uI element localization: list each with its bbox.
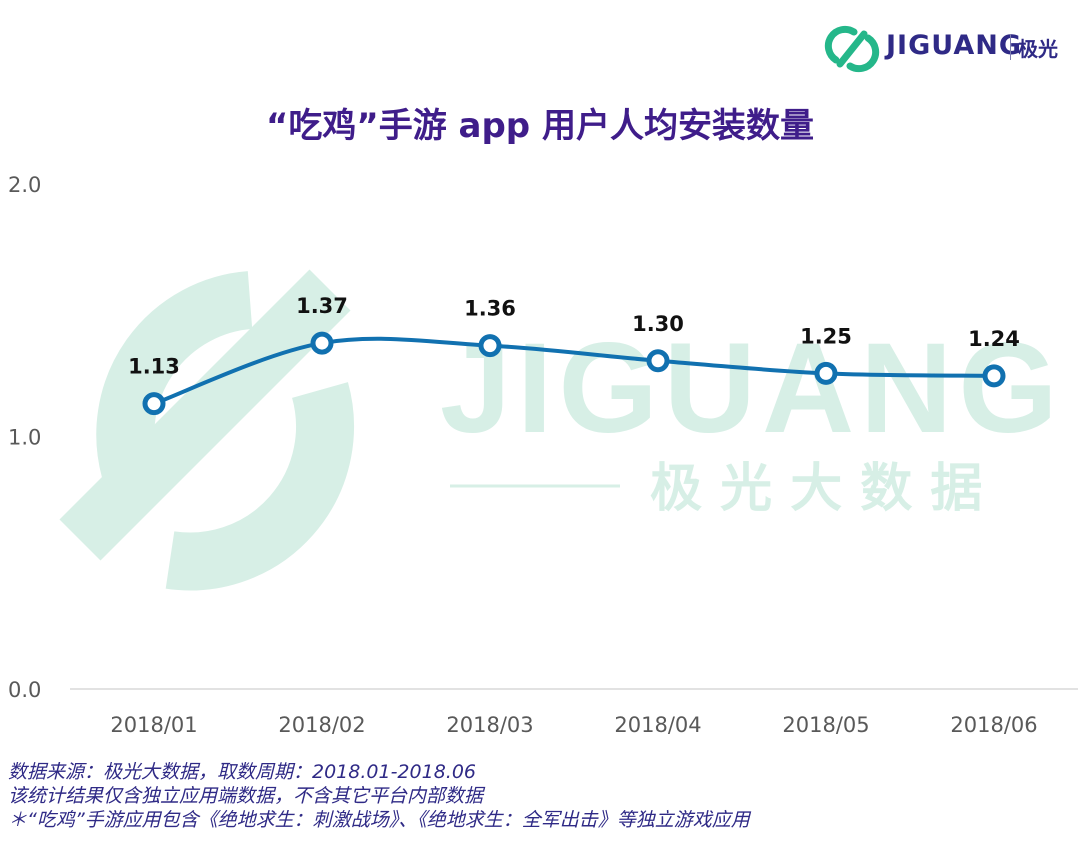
x-tick-label: 2018/04 — [614, 713, 701, 737]
y-tick-label: 2.0 — [8, 173, 41, 197]
x-tick-label: 2018/02 — [278, 713, 365, 737]
jiguang-logo-icon — [824, 25, 880, 73]
data-point — [814, 361, 838, 385]
data-label: 1.36 — [464, 297, 516, 321]
data-point — [478, 334, 502, 358]
x-axis: 2018/01 2018/02 2018/03 2018/04 2018/05 2018/… — [110, 713, 1037, 737]
watermark-text: JIGUANG — [440, 317, 1064, 460]
series-line — [153, 336, 995, 406]
source-note: 数据来源：极光大数据，取数周期：2018.01-2018.06 — [8, 761, 476, 783]
data-point — [310, 331, 334, 355]
data-labels: 1.13 1.37 1.36 1.30 1.25 1.24 — [128, 294, 1020, 379]
data-point — [982, 364, 1006, 388]
data-label: 1.37 — [296, 294, 348, 318]
y-tick-label: 1.0 — [8, 426, 41, 450]
x-tick-label: 2018/01 — [110, 713, 197, 737]
data-label: 1.25 — [800, 324, 852, 348]
x-tick-label: 2018/05 — [782, 713, 869, 737]
x-tick-label: 2018/03 — [446, 713, 533, 737]
watermark: JIGUANG 极 光 大 数 据 — [59, 269, 1064, 591]
data-point — [646, 349, 670, 373]
watermark-subtext: 极 光 大 数 据 — [650, 459, 982, 519]
app-note: ＊“吃鸡”手游应用包含《绝地求生：刺激战场》、《绝地求生：全军出击》等独立游戏应… — [8, 809, 750, 831]
watermark-logo-icon — [59, 269, 355, 591]
data-label: 1.13 — [128, 355, 180, 379]
y-axis: 0.0 1.0 2.0 — [8, 173, 41, 702]
jiguang-logo: JIGUANG 极光 — [824, 22, 1064, 76]
data-point — [142, 392, 166, 416]
logo-text: JIGUANG — [886, 30, 1023, 61]
data-label: 1.24 — [968, 327, 1020, 351]
data-points — [142, 331, 1006, 416]
data-label: 1.30 — [632, 312, 684, 336]
footnotes: 数据来源：极光大数据，取数周期：2018.01-2018.06 该统计结果仅含独… — [8, 760, 750, 832]
y-tick-label: 0.0 — [8, 678, 41, 702]
x-tick-label: 2018/06 — [950, 713, 1037, 737]
logo-chinese-text: 极光 — [1018, 37, 1058, 61]
chart-title: “吃鸡”手游 app 用户人均安装数量 — [266, 106, 814, 146]
scope-note: 该统计结果仅含独立应用端数据，不含其它平台内部数据 — [8, 785, 484, 807]
logo-divider — [1010, 34, 1011, 60]
